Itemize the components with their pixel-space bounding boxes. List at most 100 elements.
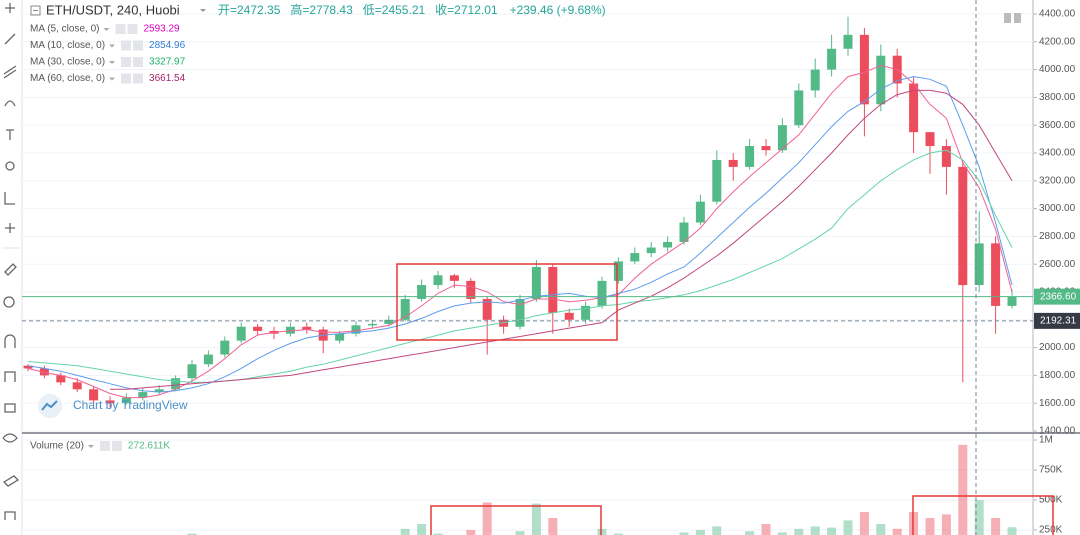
tool-trash[interactable] [2, 475, 20, 487]
y-tick-label: 1M [1039, 435, 1053, 446]
volume-bar [187, 533, 197, 535]
annotation-box [430, 505, 602, 535]
tool-eye[interactable] [2, 433, 18, 443]
volume-bar [974, 500, 984, 535]
volume-bar [679, 532, 689, 535]
tool-ruler[interactable] [4, 263, 17, 276]
volume-bar [548, 518, 558, 535]
legend-remove [111, 441, 122, 451]
layout-button[interactable] [1014, 13, 1021, 23]
tool-pattern[interactable] [5, 161, 15, 171]
candle-body [876, 55, 886, 105]
y-tick-label: 2600.00 [1039, 259, 1076, 270]
tool-text[interactable] [6, 129, 14, 140]
candle-body [827, 48, 837, 70]
candle-body [564, 312, 574, 320]
legend-dropdown [109, 61, 116, 64]
y-tick-label: 4200.00 [1039, 36, 1076, 47]
y-tick-label: 250K [1039, 525, 1063, 535]
volume-bar [613, 533, 623, 535]
crosshair-label: 2192.31 [1040, 316, 1077, 327]
legend-dropdown [109, 77, 116, 81]
candle-body [23, 365, 33, 369]
volume-bar [466, 530, 476, 535]
candle-body [991, 243, 1001, 306]
candle-body [695, 201, 705, 223]
legend-value: 3327.97 [149, 57, 186, 68]
toolbar [2, 0, 23, 535]
ma-line [27, 76, 1013, 393]
legend-dropdown [103, 28, 110, 31]
candle-body [597, 280, 607, 306]
legend-name: MA (10, close, 0) [30, 40, 105, 51]
y-tick-label: 4400.00 [1039, 9, 1076, 20]
candle-body [1007, 296, 1017, 306]
tool-channel[interactable] [3, 65, 17, 79]
tool-shapes[interactable] [5, 223, 15, 233]
watermark-logo [41, 400, 58, 411]
legend-remove [133, 40, 144, 51]
volume-bar [761, 524, 771, 535]
collapse-icon[interactable] [30, 5, 41, 16]
volume-bar [695, 530, 705, 535]
volume-bar [843, 520, 853, 535]
ohlc-value: 收=2712.01 [435, 3, 498, 17]
change-value: +239.46 (+9.68%) [510, 3, 606, 17]
candle-body [351, 325, 361, 334]
candle-body [679, 222, 689, 242]
candle-body [761, 146, 771, 151]
watermark-text: Chart by TradingView [73, 398, 188, 412]
tool-brush[interactable] [4, 100, 16, 107]
tool-line[interactable] [4, 33, 16, 45]
ohlc-value: 高=2778.43 [290, 2, 353, 17]
candle-body [335, 333, 345, 341]
candle-body [384, 319, 394, 324]
tool-hide[interactable] [4, 403, 16, 413]
candle-body [745, 146, 755, 167]
volume-bar [417, 524, 427, 535]
candle-body [482, 298, 492, 320]
tool-zoom[interactable] [3, 296, 15, 308]
candle-body [105, 400, 115, 404]
volume-bar [827, 527, 837, 535]
y-tick-label: 750K [1039, 465, 1063, 476]
candle-body [39, 368, 49, 376]
volume-bar [1007, 527, 1017, 535]
candle-body [974, 243, 984, 286]
dropdown-arrow[interactable] [200, 9, 206, 12]
legend-value: 2593.29 [143, 24, 180, 35]
candle-body [302, 326, 312, 330]
candle-body [728, 159, 738, 167]
layout-button[interactable] [1004, 13, 1011, 23]
y-tick-label: 2000.00 [1039, 342, 1076, 353]
tool-magnet[interactable] [4, 334, 16, 348]
candle-body [515, 298, 525, 327]
candle-body [433, 275, 443, 286]
y-tick-label: 3000.00 [1039, 203, 1076, 214]
candle-body [810, 69, 820, 91]
annotation-box [912, 495, 1054, 535]
candle-body [663, 241, 673, 248]
candle-body [777, 125, 787, 151]
tool-fib[interactable] [4, 192, 15, 205]
volume-bar [433, 533, 443, 535]
ohlc-value: 开=2472.35 [218, 3, 281, 17]
tool-crosshair[interactable] [5, 3, 15, 13]
candle-body [72, 382, 82, 390]
tool-extra[interactable] [4, 511, 16, 520]
y-tick-label: 500K [1039, 495, 1063, 506]
annotation-box [396, 263, 618, 341]
tool-lock[interactable] [4, 371, 16, 382]
candle-body [220, 340, 230, 355]
volume-bar [515, 531, 525, 535]
ohlc-row: 开=2472.35 高=2778.43 低=2455.21 收=2712.01 +239… [218, 2, 606, 17]
y-tick-label: 4000.00 [1039, 64, 1076, 75]
candle-body [941, 146, 951, 167]
candle-body [531, 266, 541, 299]
candle-body [859, 34, 869, 105]
candle-body [56, 375, 66, 383]
ma-line [110, 89, 1013, 390]
volume-bar [859, 512, 869, 535]
volume-bar [712, 526, 722, 535]
